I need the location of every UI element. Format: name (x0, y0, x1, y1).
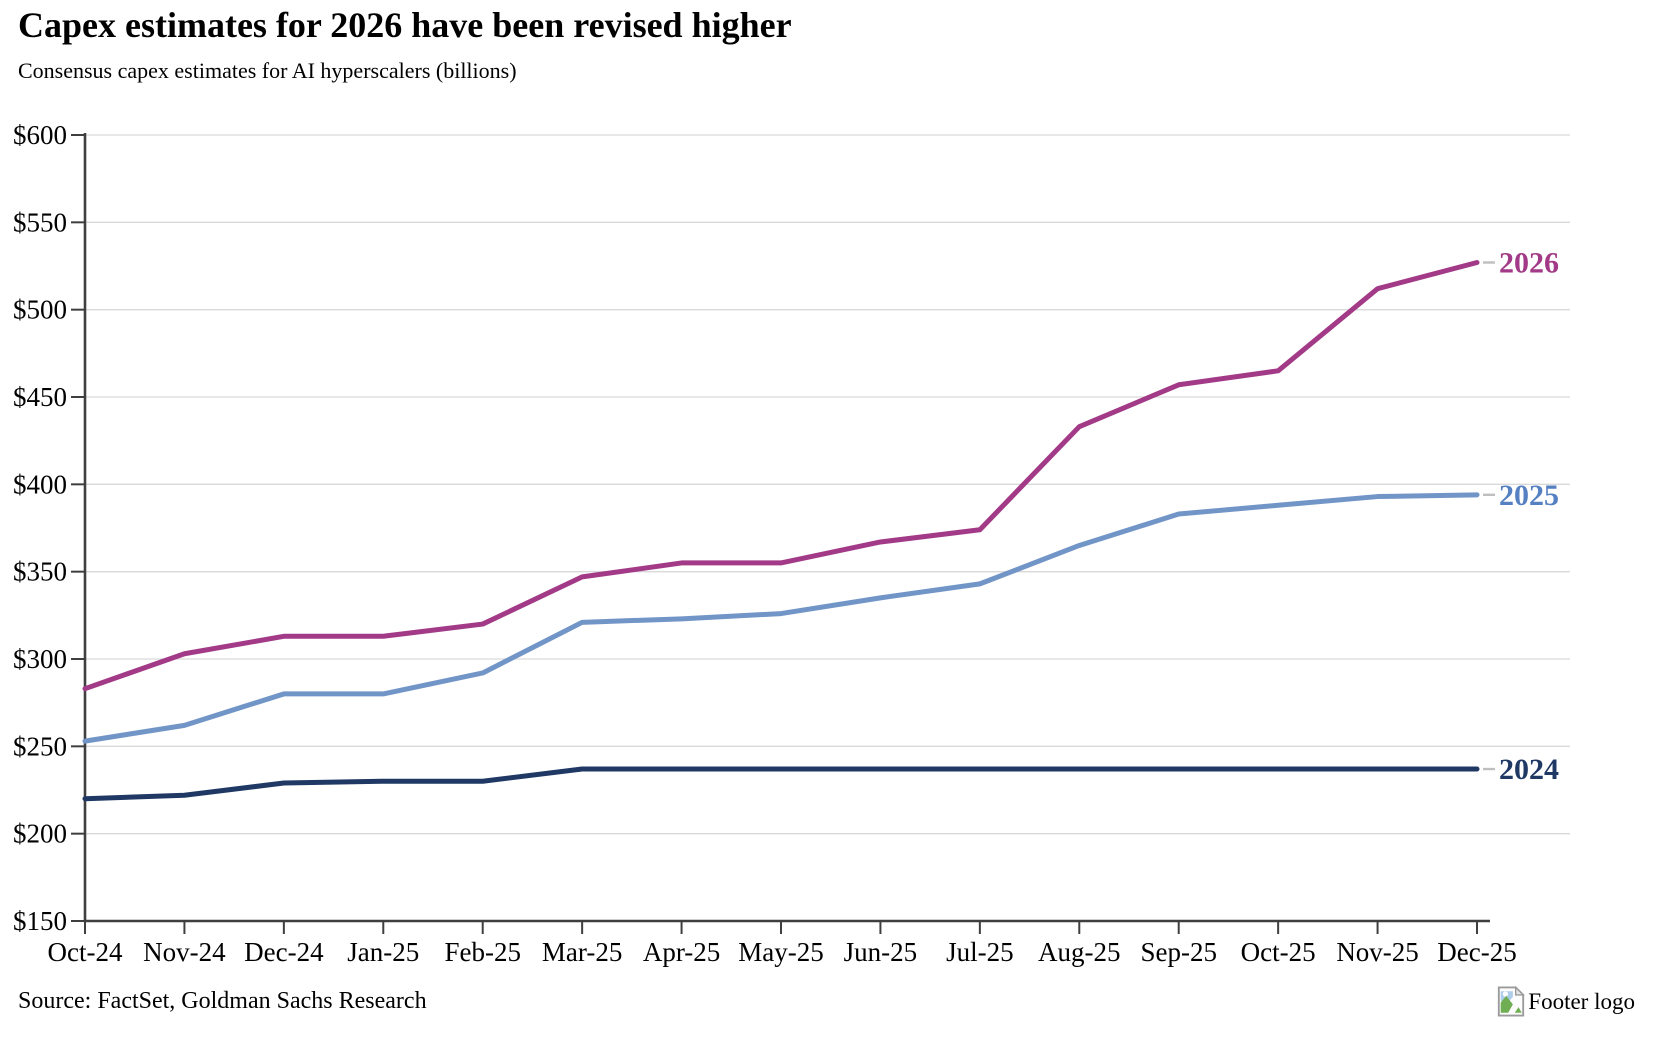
footer-logo-label: Footer logo (1528, 988, 1635, 1014)
x-axis-label: Oct-25 (1241, 937, 1316, 967)
x-axis-label: Apr-25 (643, 937, 720, 967)
series-end-label-2024: 2024 (1499, 753, 1559, 786)
series-end-label-2025: 2025 (1499, 479, 1559, 512)
x-axis-label: Jun-25 (844, 937, 918, 967)
x-axis-label: Nov-25 (1336, 937, 1419, 967)
y-axis-label: $600 (13, 120, 67, 150)
y-axis-label: $500 (13, 295, 67, 325)
x-axis-label: Nov-24 (143, 937, 226, 967)
x-axis-label: May-25 (738, 937, 823, 967)
series-line-2026 (82, 260, 1480, 692)
x-axis-label: Dec-24 (244, 937, 324, 967)
x-axis-label: Mar-25 (542, 937, 622, 967)
chart-subtitle: Consensus capex estimates for AI hypersc… (18, 58, 517, 83)
series-line-2024 (82, 766, 1480, 802)
capex-line-chart: $600 $550 $500 $450 $400 $350 $300 $250 $200 $150… (13, 120, 1570, 967)
x-axis-label: Jan-25 (347, 937, 419, 967)
chart-title: Capex estimates for 2026 have been revis… (18, 5, 792, 45)
x-axis-label: Feb-25 (444, 937, 521, 967)
y-axis-label: $350 (13, 557, 67, 587)
y-axis-label: $150 (13, 906, 67, 936)
footer-logo: Footer logo (1496, 986, 1635, 1017)
y-axis-label: $400 (13, 469, 67, 499)
x-axis-label: Aug-25 (1038, 937, 1121, 967)
x-axis-label: Oct-24 (48, 937, 123, 967)
y-axis-label: $300 (13, 644, 67, 674)
series-line-2025 (82, 492, 1480, 744)
y-axis-label: $250 (13, 731, 67, 761)
x-axis-label: Jul-25 (946, 937, 1014, 967)
broken-image-icon (1498, 986, 1526, 1017)
y-axis-label: $450 (13, 382, 67, 412)
y-axis-label: $200 (13, 819, 67, 849)
x-axis-label: Dec-25 (1437, 937, 1516, 967)
series-end-label-2026: 2026 (1499, 247, 1559, 280)
y-axis-label: $550 (13, 207, 67, 237)
x-axis-label: Sep-25 (1140, 937, 1217, 967)
source-note: Source: FactSet, Goldman Sachs Research (18, 988, 427, 1014)
